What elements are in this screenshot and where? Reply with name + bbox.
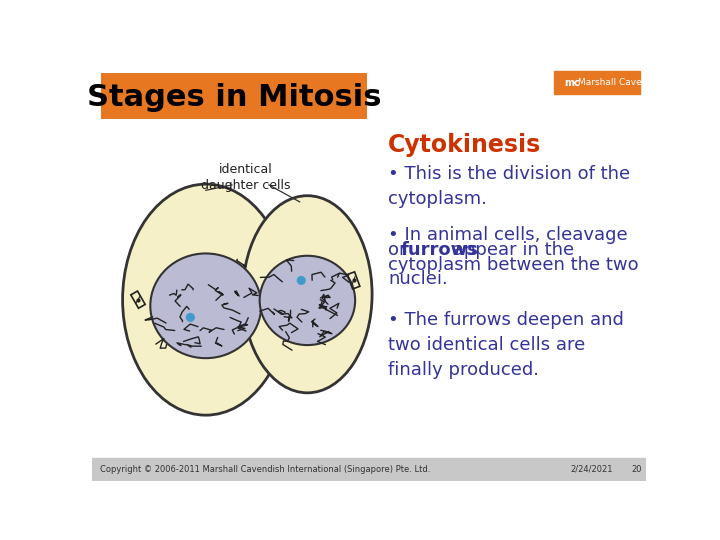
Bar <box>101 72 366 119</box>
Text: or: or <box>388 241 413 259</box>
Text: Cytokinesis: Cytokinesis <box>388 132 541 157</box>
Text: appear in the: appear in the <box>447 241 574 259</box>
Bar <box>554 71 640 94</box>
Ellipse shape <box>150 253 261 358</box>
Text: 20: 20 <box>631 464 642 474</box>
Text: • This is the division of the
cytoplasm.: • This is the division of the cytoplasm. <box>388 165 631 208</box>
Text: cytoplasm between the two: cytoplasm between the two <box>388 256 639 274</box>
Text: furrows: furrows <box>400 241 479 259</box>
Text: • In animal cells, cleavage: • In animal cells, cleavage <box>388 226 628 245</box>
Text: identical
daughter cells: identical daughter cells <box>201 164 291 192</box>
Text: Stages in Mitosis: Stages in Mitosis <box>87 83 382 112</box>
Text: 2/24/2021: 2/24/2021 <box>571 464 613 474</box>
Text: mc: mc <box>564 78 580 87</box>
Ellipse shape <box>243 195 372 393</box>
Text: Copyright © 2006-2011 Marshall Cavendish International (Singapore) Pte. Ltd.: Copyright © 2006-2011 Marshall Cavendish… <box>99 464 430 474</box>
Circle shape <box>297 276 305 284</box>
Circle shape <box>186 314 194 321</box>
Bar <box>347 272 360 289</box>
Text: • The furrows deepen and
two identical cells are
finally produced.: • The furrows deepen and two identical c… <box>388 311 624 379</box>
Bar <box>131 291 145 308</box>
Text: Marshall Cavendish: Marshall Cavendish <box>578 78 667 87</box>
Bar <box>92 457 647 481</box>
Ellipse shape <box>260 256 355 345</box>
Text: nuclei.: nuclei. <box>388 271 448 288</box>
Ellipse shape <box>122 184 289 415</box>
